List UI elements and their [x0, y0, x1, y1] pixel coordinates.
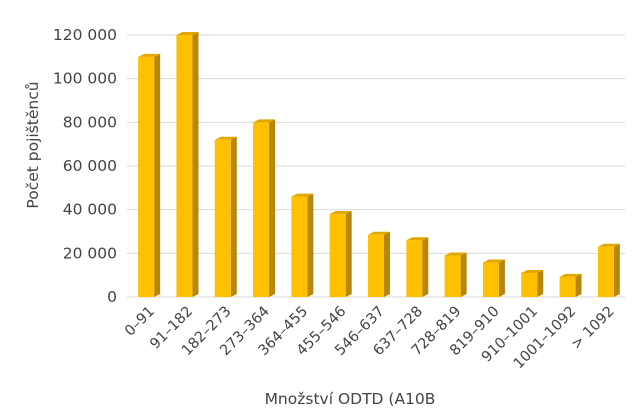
bar-side — [613, 243, 620, 297]
bar — [521, 269, 544, 297]
bar-front — [291, 196, 308, 297]
bar-front — [482, 262, 499, 297]
bar-front — [521, 272, 538, 297]
bar-front — [329, 214, 346, 297]
bar-top — [597, 243, 620, 247]
bar-side — [192, 32, 199, 297]
bar-top — [291, 193, 314, 197]
bar-top — [368, 231, 390, 235]
bar-side — [345, 211, 352, 297]
bar — [291, 193, 314, 297]
bar-front — [253, 122, 270, 297]
y-axis-title: Počet pojištěnců — [24, 81, 42, 208]
bar-top — [482, 259, 505, 263]
bar — [253, 119, 276, 297]
bar-front — [406, 240, 423, 297]
bar-top — [176, 32, 199, 35]
y-tick-label: 0 — [107, 288, 117, 306]
x-tick-label: > 1092 — [568, 304, 617, 353]
bar-side — [307, 193, 314, 297]
bar-top — [444, 252, 467, 256]
bar — [559, 273, 582, 297]
x-tick-label: 0–91 — [122, 304, 158, 340]
gridlines — [127, 34, 625, 298]
bar-front — [559, 276, 576, 297]
bar-front — [138, 56, 155, 298]
bar-front — [368, 234, 384, 297]
bar — [406, 237, 429, 297]
bar-front — [444, 255, 461, 297]
bar-top — [521, 269, 544, 273]
bar — [214, 136, 237, 297]
bar-side — [498, 259, 505, 297]
bar-side — [575, 273, 582, 297]
bar — [597, 243, 620, 297]
bar — [329, 211, 352, 297]
bar-side — [230, 136, 237, 297]
bar-front — [176, 35, 193, 297]
bar-top — [214, 136, 237, 140]
bar-side — [384, 231, 390, 297]
x-axis-title: Množství ODTD (A10B — [265, 390, 436, 408]
bar-side — [154, 53, 161, 298]
bar-side — [269, 119, 276, 297]
bar-top — [138, 53, 161, 57]
y-tick-label: 20 000 — [63, 244, 117, 262]
bar — [176, 32, 199, 297]
y-tick-label: 100 000 — [53, 70, 117, 88]
bar-side — [537, 269, 544, 297]
bar-side — [422, 237, 429, 297]
y-axis-ticks: 0 20 000 40 000 60 000 80 000 100 000 120 000 — [53, 26, 117, 306]
bar-top — [329, 211, 352, 215]
y-tick-label: 40 000 — [63, 201, 117, 219]
y-tick-label: 80 000 — [63, 113, 117, 131]
y-tick-label: 120 000 — [53, 26, 117, 44]
bar-side — [460, 252, 467, 297]
y-tick-label: 60 000 — [63, 157, 117, 175]
bar-top — [253, 119, 276, 123]
x-axis-ticks: 0–9191–182182–273273–364364–455455–54654… — [122, 304, 618, 373]
bar-front — [597, 246, 614, 297]
bars — [138, 32, 620, 298]
bar — [368, 231, 390, 297]
bar — [138, 53, 161, 298]
bar-top — [406, 237, 429, 241]
bar — [482, 259, 505, 297]
bar-top — [559, 273, 582, 277]
bar — [444, 252, 467, 297]
bar-front — [214, 139, 231, 297]
